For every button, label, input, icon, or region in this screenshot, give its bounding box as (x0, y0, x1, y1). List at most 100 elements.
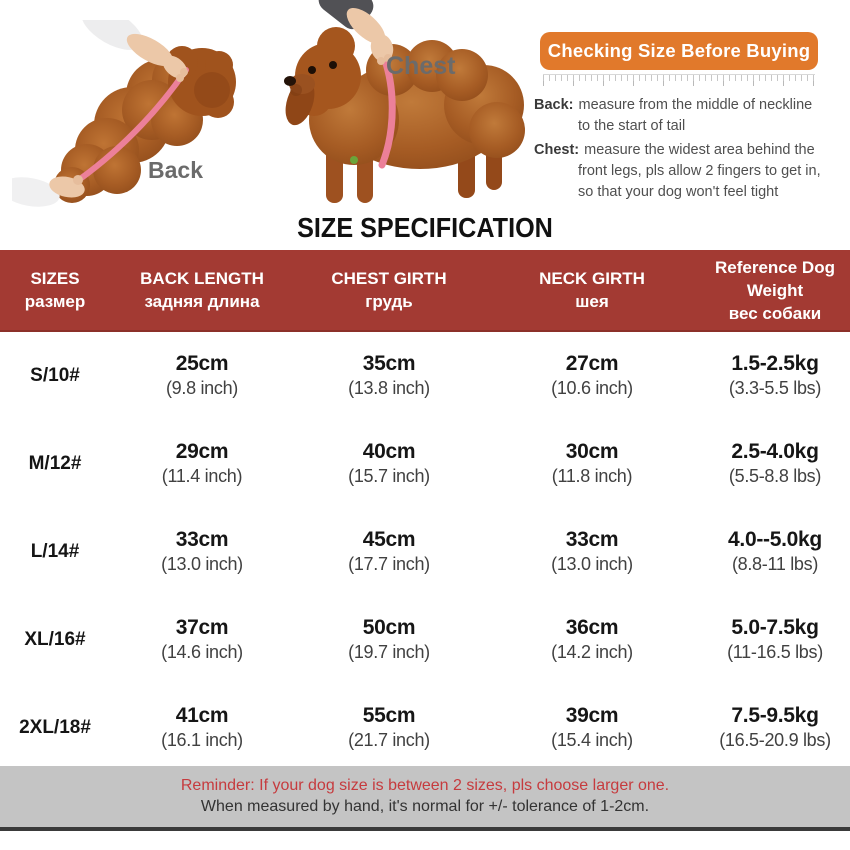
inch-value: (13.0 inch) (161, 554, 243, 574)
back-length-cell: 29cm (11.4 inch) (110, 439, 294, 489)
lbs-value: (16.5-20.9 lbs) (719, 730, 831, 750)
inch-value: (11.4 inch) (161, 466, 243, 486)
cm-value: 25cm (175, 352, 229, 375)
hand-holding-tape (318, 0, 394, 65)
chest-girth-cell: 55cm (21.7 inch) (294, 703, 484, 753)
column-header-back-length: BACK LENGTH задняя длина (110, 250, 294, 330)
table-row: L/14# 33cm (13.0 inch) 45cm (17.7 inch) … (0, 508, 850, 596)
column-header-en: BACK LENGTH (140, 269, 264, 288)
size-label: S/10# (30, 365, 80, 386)
cm-value: 41cm (175, 704, 229, 727)
column-header-ru: вес собаки (728, 303, 822, 323)
column-header-chest-girth: CHEST GIRTH грудь (294, 250, 484, 330)
column-header-ru: шея (575, 292, 609, 311)
cm-value: 40cm (362, 440, 416, 463)
column-header-reference-weight: Reference Dog Weight вес собаки (700, 250, 850, 330)
back-note-text: measure from the middle of neckline (578, 97, 813, 113)
column-header-sizes: SIZES размер (0, 250, 110, 330)
neck-girth-cell: 36cm (14.2 inch) (484, 615, 700, 665)
cm-value: 36cm (565, 616, 619, 639)
back-photo-label: Back (148, 157, 203, 183)
size-label: 2XL/18# (19, 717, 91, 738)
back-note-line-1: Back: measure from the middle of neckline (528, 95, 850, 116)
chest-girth-cell: 35cm (13.8 inch) (294, 351, 484, 401)
dog-body-side-view (284, 27, 525, 203)
reminder-text: Reminder: If your dog size is between 2 … (180, 777, 670, 794)
kg-value: 1.5-2.5kg (731, 352, 819, 375)
table-row: XL/16# 37cm (14.6 inch) 50cm (19.7 inch)… (0, 596, 850, 684)
inch-value: (13.0 inch) (551, 554, 633, 574)
cm-value: 45cm (362, 528, 416, 551)
weight-cell: 4.0--5.0kg (8.8-11 lbs) (700, 527, 850, 577)
back-length-cell: 33cm (13.0 inch) (110, 527, 294, 577)
kg-value: 2.5-4.0kg (731, 440, 819, 463)
chest-note-line-1: Chest: measure the widest area behind the (528, 140, 850, 161)
column-header-ru: размер (24, 292, 86, 311)
chest-note-line-3: so that your dog won't feel tight (578, 184, 779, 200)
tolerance-text: When measured by hand, it's normal for +… (200, 798, 650, 815)
chest-note-prefix: Chest: (534, 142, 580, 158)
inch-value: (9.8 inch) (165, 378, 239, 398)
dog-chest-measure-photo (284, 0, 525, 203)
kg-value: 5.0-7.5kg (731, 616, 819, 639)
back-note-prefix: Back: (534, 97, 574, 113)
inch-value: (10.6 inch) (551, 378, 633, 398)
lbs-value: (11-16.5 lbs) (727, 642, 823, 662)
table-row: M/12# 29cm (11.4 inch) 40cm (15.7 inch) … (0, 420, 850, 508)
chest-girth-cell: 45cm (17.7 inch) (294, 527, 484, 577)
checking-size-button[interactable]: Checking Size Before Buying (540, 32, 818, 70)
cm-value: 30cm (565, 440, 619, 463)
weight-cell: 2.5-4.0kg (5.5-8.8 lbs) (700, 439, 850, 489)
cm-value: 37cm (175, 616, 229, 639)
inch-value: (13.8 inch) (348, 378, 430, 398)
neck-girth-cell: 39cm (15.4 inch) (484, 703, 700, 753)
size-label: XL/16# (24, 629, 86, 650)
cm-value: 33cm (565, 528, 619, 551)
cm-value: 55cm (362, 704, 416, 727)
cm-value: 33cm (175, 528, 229, 551)
inch-value: (11.8 inch) (551, 466, 633, 486)
chest-note-text: measure the widest area behind the (584, 142, 815, 158)
chest-note-line-2: front legs, pls allow 2 fingers to get i… (578, 163, 821, 179)
table-row: 2XL/18# 41cm (16.1 inch) 55cm (21.7 inch… (0, 684, 850, 772)
inch-value: (16.1 inch) (161, 730, 243, 750)
inch-value: (19.7 inch) (348, 642, 430, 662)
kg-value: 4.0--5.0kg (728, 528, 822, 551)
neck-girth-cell: 30cm (11.8 inch) (484, 439, 700, 489)
hand-top (81, 20, 188, 82)
lbs-value: (5.5-8.8 lbs) (728, 466, 822, 486)
inch-value: (15.7 inch) (348, 466, 430, 486)
column-header-en: CHEST GIRTH (331, 269, 447, 288)
hand-bottom (12, 175, 85, 207)
cm-value: 27cm (565, 352, 619, 375)
table-header: SIZES размер BACK LENGTH задняя длина CH… (0, 250, 850, 332)
weight-cell: 1.5-2.5kg (3.3-5.5 lbs) (700, 351, 850, 401)
back-length-cell: 41cm (16.1 inch) (110, 703, 294, 753)
inch-value: (17.7 inch) (348, 554, 430, 574)
table-row: S/10# 25cm (9.8 inch) 35cm (13.8 inch) 2… (0, 332, 850, 420)
inch-value: (21.7 inch) (348, 730, 430, 750)
inch-value: (14.6 inch) (161, 642, 243, 662)
chest-girth-cell: 50cm (19.7 inch) (294, 615, 484, 665)
column-header-neck-girth: NECK GIRTH шея (484, 250, 700, 330)
weight-cell: 7.5-9.5kg (16.5-20.9 lbs) (700, 703, 850, 753)
reminder-footer: Reminder: If your dog size is between 2 … (0, 766, 850, 831)
table-body: S/10# 25cm (9.8 inch) 35cm (13.8 inch) 2… (0, 332, 850, 772)
neck-girth-cell: 27cm (10.6 inch) (484, 351, 700, 401)
ruler-graphic (543, 74, 815, 90)
column-header-en: NECK GIRTH (539, 269, 645, 288)
size-label: M/12# (28, 453, 82, 474)
dog-back-measure-photo (12, 20, 236, 207)
measuring-instructions: Back: measure from the middle of neckline… (528, 95, 850, 203)
chest-photo-label: Chest (386, 52, 456, 80)
ruler-minor-ticks (543, 75, 815, 81)
back-note-line-2: to the start of tail (578, 118, 686, 134)
chest-girth-cell: 40cm (15.7 inch) (294, 439, 484, 489)
back-length-cell: 37cm (14.6 inch) (110, 615, 294, 665)
column-header-en: SIZES (30, 269, 80, 288)
kg-value: 7.5-9.5kg (731, 704, 819, 727)
cm-value: 50cm (362, 616, 416, 639)
lbs-value: (8.8-11 lbs) (731, 554, 819, 574)
lbs-value: (3.3-5.5 lbs) (728, 378, 822, 398)
